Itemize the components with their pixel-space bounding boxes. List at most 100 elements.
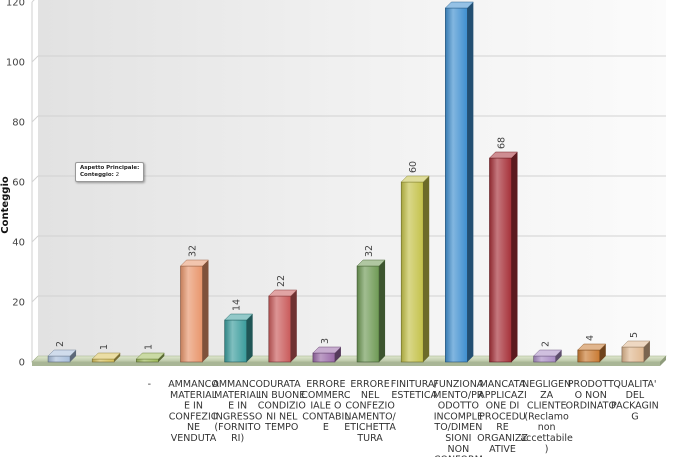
x-category-label: AMMANCO MATERIAL E IN CONFEZIO NE VENDUTA (168, 379, 219, 444)
gridline-side (31, 55, 39, 63)
bar-top (91, 352, 121, 360)
bar-top (621, 340, 651, 348)
chart-floor-top (31, 355, 667, 363)
bar-front[interactable] (577, 349, 601, 363)
bar[interactable] (621, 340, 651, 363)
bar-side (114, 353, 121, 362)
tooltip-value-2: 2 (115, 172, 120, 178)
bar-side (379, 260, 386, 362)
data-label: 3 (320, 338, 331, 344)
bar[interactable] (533, 349, 563, 363)
data-label: 1 (99, 344, 110, 350)
x-category-label: MANCATA APPLICAZI ONE DI PROCEDU RE ORGANIZZ A… (477, 379, 528, 455)
bar-front[interactable] (489, 157, 512, 363)
data-label: 14 (232, 299, 243, 311)
bar-front[interactable] (91, 358, 115, 363)
bar-top (577, 343, 607, 351)
bar-front[interactable] (180, 265, 203, 363)
bar-front[interactable] (400, 181, 424, 363)
y-tick-label: 20 (12, 298, 25, 309)
tooltip-label-1: Aspetto Principale: (80, 165, 140, 171)
bar-top (179, 259, 210, 267)
bar-top (224, 313, 254, 321)
chart-floor-front (32, 362, 660, 366)
bar-side (334, 347, 341, 362)
x-category-label: NEGLIGEN ZA CLIENTE (Reclamo non accettabile) (520, 379, 573, 455)
y-axis-title: Conteggio (0, 176, 11, 234)
bar-front[interactable] (445, 7, 468, 363)
gridline-side (31, 295, 39, 303)
bar-top (444, 1, 474, 9)
data-label: 5 (629, 332, 640, 338)
chart-floor-side (660, 356, 666, 366)
bar-top (400, 175, 430, 183)
x-category-label: FUNZIONA MENTO/PR ODOTTO INCOMPLE TO/DIMEN SI… (433, 379, 484, 457)
bar-side (246, 314, 253, 362)
bar[interactable] (577, 343, 607, 363)
bar-front[interactable] (224, 319, 247, 363)
bar[interactable] (179, 259, 210, 363)
bar-side (158, 353, 165, 362)
bar[interactable] (47, 349, 77, 363)
y-tick-label: 0 (19, 358, 25, 369)
bar-front[interactable] (356, 265, 380, 363)
bar-top (47, 349, 77, 357)
gridline-side (31, 115, 39, 123)
x-category-label: QUALITA' DEL PACKAGIN G (611, 379, 659, 422)
bar-side (555, 350, 562, 362)
bar[interactable] (135, 352, 165, 363)
bar-top (356, 259, 386, 267)
bar-front[interactable] (312, 352, 336, 363)
x-category-label: - (148, 379, 151, 390)
bar-top (533, 349, 563, 357)
bar[interactable] (312, 346, 342, 363)
y-tick-label: 120 (6, 0, 25, 9)
bar-front[interactable] (621, 346, 645, 363)
bar-top (268, 289, 298, 297)
bar-side (70, 350, 77, 362)
bar-front[interactable] (136, 358, 159, 363)
bar-top (135, 352, 165, 360)
bar[interactable] (356, 259, 386, 363)
bar[interactable] (224, 313, 254, 363)
bar-side (643, 341, 650, 362)
data-label: 2 (55, 341, 66, 347)
x-category-label: ERRORE NEL CONFEZIO NAMENTO/ETICHETTA TURA (344, 379, 396, 444)
bar-front[interactable] (533, 355, 556, 363)
data-label: 1 (143, 344, 154, 350)
hover-tooltip: Aspetto Principale: Conteggio: 2 (75, 162, 145, 182)
data-label: 32 (364, 245, 375, 257)
bar-front[interactable] (47, 355, 71, 363)
data-label: 2 (541, 341, 552, 347)
bar-side (467, 2, 474, 362)
gridline-side (31, 0, 35, 3)
x-category-label: AMMANCO MATERIAL E IN INGRESSO (FORNITO RI) (212, 379, 263, 444)
y-tick-label: 80 (12, 118, 25, 129)
bar[interactable] (444, 1, 474, 363)
bar-side (423, 176, 430, 362)
x-category-label: PRODOTT O NON ORDINATO (566, 379, 616, 412)
data-label: 4 (585, 335, 596, 341)
bar-side (202, 260, 209, 362)
gridline-side (31, 175, 39, 183)
bar[interactable] (268, 289, 298, 363)
bar[interactable] (400, 175, 430, 363)
bar[interactable] (91, 352, 121, 363)
data-label: 22 (276, 275, 287, 287)
y-tick-label: 40 (12, 238, 25, 249)
data-label: 60 (408, 161, 419, 173)
x-category-label: FINITURA/ESTETICA (391, 379, 439, 401)
tooltip-label-2: Conteggio: (80, 172, 114, 178)
x-category-label: DURATA IN BUONE CONDIZIO NI NEL TEMPO (258, 379, 306, 433)
x-category-label: ERRORE COMMERC IALE O CONTABIL E (301, 379, 351, 433)
bar-side (511, 152, 518, 362)
bar-front[interactable] (268, 295, 292, 363)
bar[interactable] (488, 151, 519, 363)
gridline-side (31, 235, 39, 243)
bar-top (312, 346, 342, 354)
bar-top (488, 151, 519, 159)
data-label: 32 (188, 245, 199, 257)
y-tick-label: 60 (12, 178, 25, 189)
